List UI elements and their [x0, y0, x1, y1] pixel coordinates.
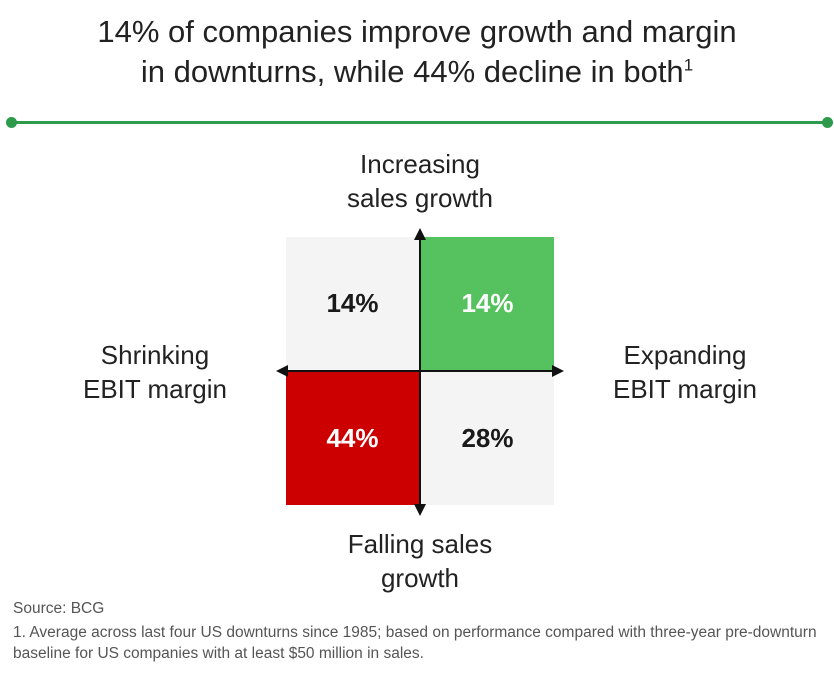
axis-label-bottom-line2: growth — [380, 563, 460, 593]
footnote: 1. Average across last four US downturns… — [13, 624, 817, 662]
axis-label-left-line2: EBIT margin — [82, 374, 227, 404]
source-note: Source: BCG — [13, 600, 105, 617]
axis-label-left: Shrinking EBIT margin — [40, 338, 270, 406]
title-line-1: 14% of companies improve growth and marg… — [97, 14, 737, 49]
quadrant-top-right-value: 14% — [461, 288, 514, 318]
divider-left-dot — [6, 117, 17, 128]
divider-right-dot — [822, 117, 833, 128]
axis-label-right-line2: EBIT margin — [612, 374, 757, 404]
quadrant-top-left-value: 14% — [326, 288, 379, 318]
arrow-down-icon — [414, 504, 426, 516]
axis-label-top-line2: sales growth — [347, 183, 493, 213]
axis-label-top-line1: Increasing — [360, 149, 480, 179]
title-divider — [12, 121, 828, 124]
title-line-2: in downturns, while 44% decline in both — [140, 54, 684, 89]
axis-label-top: Increasing sales growth — [290, 147, 550, 215]
title-footnote-marker: 1 — [683, 55, 694, 75]
axis-label-bottom: Falling sales growth — [290, 527, 550, 595]
page-title: 14% of companies improve growth and marg… — [0, 12, 834, 92]
axis-label-right: Expanding EBIT margin — [570, 338, 800, 406]
quadrant-bottom-right-value: 28% — [461, 423, 514, 453]
axis-label-bottom-line1: Falling sales — [347, 529, 493, 559]
quadrant-bottom-left-value: 44% — [326, 423, 379, 453]
quadrant-top-right: 14% — [421, 237, 554, 370]
quadrant-bottom-right: 28% — [421, 372, 554, 505]
axis-label-right-line1: Expanding — [623, 340, 747, 370]
axis-label-left-line1: Shrinking — [100, 340, 210, 370]
quadrant-bottom-left: 44% — [286, 372, 419, 505]
quadrant-top-left: 14% — [286, 237, 419, 370]
